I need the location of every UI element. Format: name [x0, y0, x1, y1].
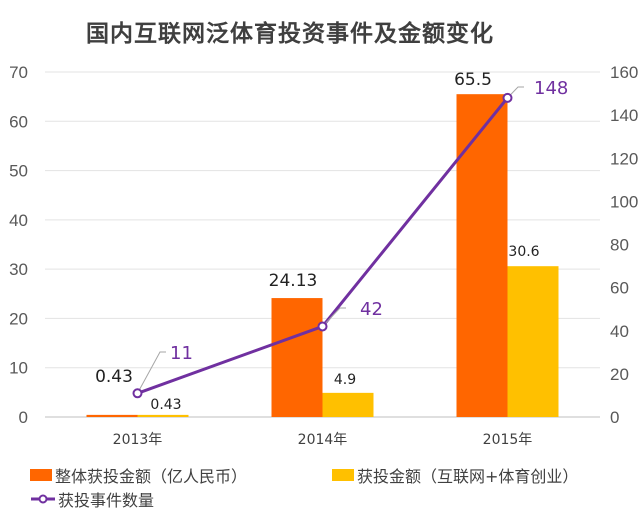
legend-label-internet-sports: 获投金额（互联网+体育创业）	[357, 467, 579, 486]
bar-data-label: 30.6	[508, 244, 539, 260]
legend-item-events: 获投事件数量	[30, 487, 154, 511]
legend-item-total: 整体获投金额（亿人民币）	[30, 463, 247, 487]
y-left-tick-label: 70	[9, 63, 28, 82]
legend-swatch-internet-sports	[332, 469, 354, 481]
bar-internet-sports	[137, 414, 189, 417]
y-right-tick-label: 140	[610, 106, 638, 125]
x-tick-label: 2015年	[483, 432, 533, 448]
y-left-tick-label: 50	[9, 162, 28, 181]
y-left-tick-label: 10	[9, 359, 28, 378]
bar-data-label: 0.43	[95, 367, 133, 387]
y-right-tick-label: 160	[610, 63, 638, 82]
y-left-tick-label: 60	[9, 112, 28, 131]
bar-internet-sports	[507, 266, 559, 417]
bar-internet-sports	[322, 392, 374, 417]
y-left-tick-label: 30	[9, 260, 28, 279]
y-right-tick-label: 0	[610, 408, 619, 427]
y-right-tick-label: 80	[610, 236, 629, 255]
legend-item-internet-sports: 获投金额（互联网+体育创业）	[332, 463, 578, 487]
y-right-tick-label: 20	[610, 365, 629, 384]
legend-label-events: 获投事件数量	[58, 491, 155, 510]
legend-line-marker-icon	[31, 494, 55, 504]
legend-label-total: 整体获投金额（亿人民币）	[55, 467, 248, 486]
line-data-label: 42	[360, 299, 383, 320]
y-left-tick-label: 20	[9, 309, 28, 328]
bar-total	[86, 414, 138, 417]
leader-line	[137, 351, 166, 394]
line-data-label: 148	[534, 78, 568, 99]
bar-data-label: 24.13	[269, 271, 318, 291]
y-left-tick-label: 0	[19, 408, 28, 427]
y-right-tick-label: 60	[610, 279, 629, 298]
line-point	[132, 388, 143, 399]
line-point	[317, 321, 328, 332]
line-data-label: 11	[170, 343, 193, 364]
x-tick-label: 2014年	[298, 432, 348, 448]
leader-line	[507, 86, 524, 99]
x-tick-label: 2013年	[113, 432, 163, 448]
bar-total	[456, 94, 508, 417]
line-point	[502, 92, 513, 103]
bar-data-label: 0.43	[150, 397, 181, 413]
legend-swatch-total	[30, 469, 52, 481]
chart-title: 国内互联网泛体育投资事件及金额变化	[86, 21, 494, 47]
bar-total	[271, 298, 323, 417]
y-right-tick-label: 120	[610, 149, 638, 168]
bar-data-label: 65.5	[454, 70, 492, 90]
bar-data-label: 4.9	[334, 372, 356, 388]
y-right-tick-label: 40	[610, 322, 629, 341]
y-left-tick-label: 40	[9, 211, 28, 230]
y-right-tick-label: 100	[610, 192, 638, 211]
leader-line	[322, 307, 346, 327]
